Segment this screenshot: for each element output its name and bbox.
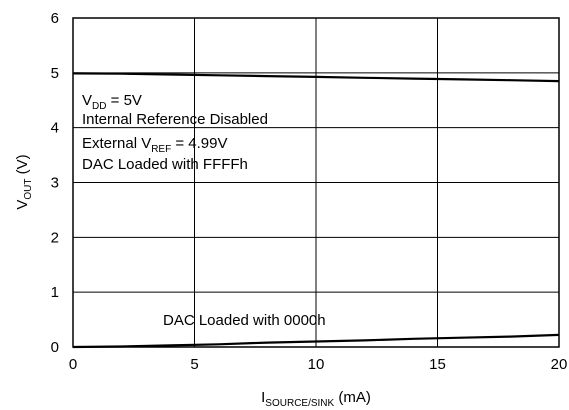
series-layer xyxy=(72,72,560,349)
y-tick-label-2: 2 xyxy=(51,229,59,246)
annotation-dac-zero: DAC Loaded with 0000h xyxy=(163,312,326,329)
y-tick-label-4: 4 xyxy=(51,120,59,137)
annotation-vref: External VREF = 4.99V xyxy=(82,135,228,155)
x-axis-title: ISOURCE/SINK (mA) xyxy=(261,389,371,409)
annotation-vref-rest: = 4.99V xyxy=(171,135,227,152)
tick-labels: 0 5 10 15 20 0 1 2 3 4 5 6 xyxy=(51,10,568,373)
x-axis-title-rest: (mA) xyxy=(334,389,371,406)
y-tick-label-3: 3 xyxy=(51,175,59,192)
y-axis-title-rest: (V) xyxy=(14,154,31,178)
annotation-vdd-rest: = 5V xyxy=(106,92,141,109)
x-tick-label-0: 0 xyxy=(69,356,77,373)
x-axis-title-main: I xyxy=(261,389,265,406)
grid-lines xyxy=(73,18,559,347)
annotation-vdd-main: V xyxy=(82,92,92,109)
y-tick-label-5: 5 xyxy=(51,65,59,82)
annotation-vdd-sub: DD xyxy=(92,101,106,112)
y-axis-title-sub: OUT xyxy=(23,179,34,200)
y-tick-label-1: 1 xyxy=(51,284,59,301)
y-tick-label-6: 6 xyxy=(51,10,59,27)
series-line-1 xyxy=(72,333,560,349)
annotation-vdd: VDD = 5V xyxy=(82,92,142,112)
annotation-ref-disabled: Internal Reference Disabled xyxy=(82,111,268,128)
x-tick-label-3: 15 xyxy=(429,356,446,373)
annotation-dac-full: DAC Loaded with FFFFh xyxy=(82,156,248,173)
y-axis-title-main: V xyxy=(14,200,31,210)
x-axis-title-sub: SOURCE/SINK xyxy=(265,398,334,409)
x-tick-label-4: 20 xyxy=(551,356,568,373)
plot-frame xyxy=(72,17,560,348)
y-tick-label-0: 0 xyxy=(51,339,59,356)
y-axis-title: VOUT (V) xyxy=(14,154,34,209)
x-tick-label-2: 10 xyxy=(308,356,325,373)
x-tick-label-1: 5 xyxy=(190,356,198,373)
annotation-vref-pre: External V xyxy=(82,135,151,152)
annotation-vref-sub: REF xyxy=(151,144,171,155)
series-line-0 xyxy=(72,72,560,83)
